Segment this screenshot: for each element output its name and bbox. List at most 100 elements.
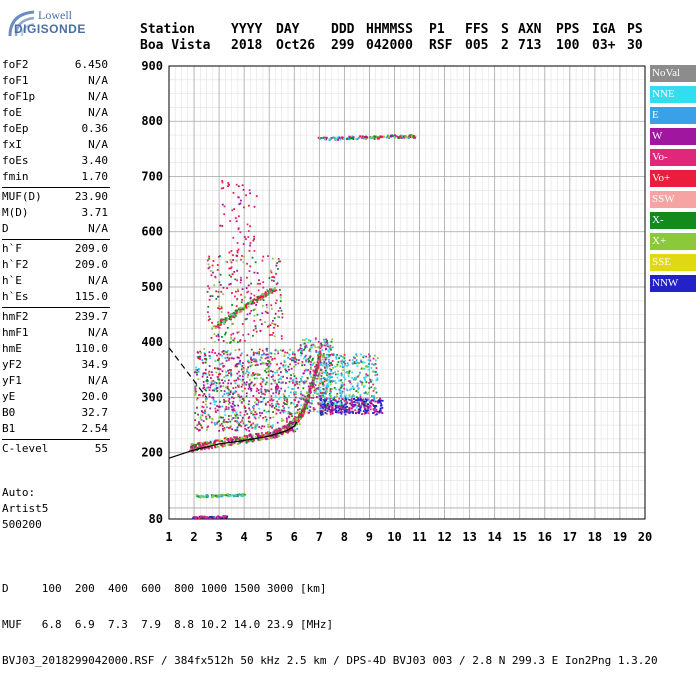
- echo-point: [264, 416, 267, 418]
- echo-point: [336, 411, 339, 414]
- echo-point: [338, 388, 341, 391]
- echo-point: [222, 286, 225, 289]
- echo-point: [397, 136, 400, 139]
- echo-point: [329, 375, 332, 377]
- echo-point: [350, 397, 353, 400]
- echo-point: [250, 424, 252, 427]
- echo-point: [256, 272, 259, 274]
- echo-point: [324, 387, 327, 390]
- echo-point: [263, 409, 266, 412]
- echo-point: [195, 366, 198, 369]
- echo-point: [254, 417, 257, 420]
- param-row: hmF1 N/A: [2, 326, 108, 342]
- echo-point: [361, 381, 364, 384]
- echo-point: [238, 436, 241, 439]
- echo-point: [351, 362, 354, 365]
- echo-point: [353, 378, 355, 381]
- echo-point: [202, 442, 205, 445]
- echo-point: [292, 372, 295, 375]
- echo-point: [314, 338, 317, 341]
- echo-point: [256, 352, 258, 355]
- echo-point: [344, 410, 346, 413]
- echo-point: [322, 382, 324, 385]
- echo-point: [212, 516, 215, 519]
- echo-point: [325, 387, 328, 390]
- echo-point: [310, 376, 313, 378]
- param-separator: [2, 239, 110, 240]
- echo-point: [309, 370, 312, 373]
- echo-point: [354, 378, 357, 381]
- echo-point: [320, 369, 323, 371]
- echo-point: [249, 382, 252, 385]
- echo-point: [221, 180, 224, 182]
- echo-point: [232, 191, 235, 194]
- echo-point: [303, 380, 306, 383]
- echo-point: [244, 436, 247, 439]
- echo-point: [241, 288, 244, 291]
- echo-point: [264, 295, 267, 298]
- echo-point: [358, 410, 361, 413]
- echo-point: [265, 381, 268, 384]
- echo-point: [341, 384, 344, 387]
- echo-point: [236, 414, 239, 417]
- echo-point: [331, 372, 333, 375]
- echo-point: [260, 432, 263, 435]
- echo-point: [297, 420, 300, 423]
- echo-point: [351, 376, 354, 379]
- echo-point: [304, 368, 307, 371]
- echo-point: [266, 389, 269, 392]
- echo-point: [374, 135, 377, 138]
- echo-point: [221, 225, 224, 227]
- echo-point: [316, 387, 318, 390]
- echo-point: [196, 351, 199, 354]
- echo-point: [297, 362, 300, 365]
- echo-point: [262, 378, 264, 381]
- echo-point: [268, 390, 270, 393]
- echo-point: [373, 137, 376, 140]
- echo-point: [298, 414, 301, 417]
- echo-point: [223, 393, 226, 395]
- echo-point: [233, 441, 236, 444]
- echo-point: [251, 434, 254, 437]
- echo-point: [320, 406, 323, 408]
- echo-point: [331, 397, 333, 400]
- echo-point: [224, 444, 227, 447]
- echo-point: [339, 395, 342, 397]
- echo-point: [291, 415, 293, 418]
- echo-point: [268, 404, 271, 407]
- echo-point: [290, 391, 292, 394]
- echo-point: [289, 420, 291, 423]
- echo-point: [329, 391, 332, 394]
- echo-point: [236, 297, 239, 300]
- echo-point: [378, 411, 381, 414]
- echo-point: [211, 417, 214, 420]
- echo-point: [236, 249, 239, 252]
- echo-point: [238, 384, 241, 387]
- param-row: h`E N/A: [2, 274, 108, 290]
- echo-point: [222, 365, 225, 368]
- echo-point: [228, 372, 230, 375]
- echo-point: [229, 439, 232, 442]
- echo-point: [245, 306, 248, 309]
- echo-point: [231, 304, 234, 306]
- echo-point: [326, 410, 329, 412]
- digisonde-logo: [4, 6, 76, 46]
- echo-point: [267, 255, 269, 258]
- echo-point: [372, 399, 375, 402]
- echo-point: [214, 276, 217, 279]
- echo-point: [316, 366, 319, 369]
- echo-point: [295, 417, 298, 420]
- echo-point: [253, 271, 256, 274]
- echo-point: [323, 344, 326, 347]
- echo-point: [288, 424, 291, 427]
- echo-point: [222, 340, 225, 342]
- echo-point: [253, 238, 256, 240]
- echo-point: [254, 360, 257, 363]
- echo-point: [360, 359, 362, 362]
- param-row: foF2 6.450: [2, 58, 108, 74]
- echo-point: [373, 411, 376, 414]
- echo-point: [218, 406, 221, 408]
- echo-point: [252, 413, 255, 416]
- echo-point: [331, 404, 334, 407]
- echo-point: [303, 342, 306, 345]
